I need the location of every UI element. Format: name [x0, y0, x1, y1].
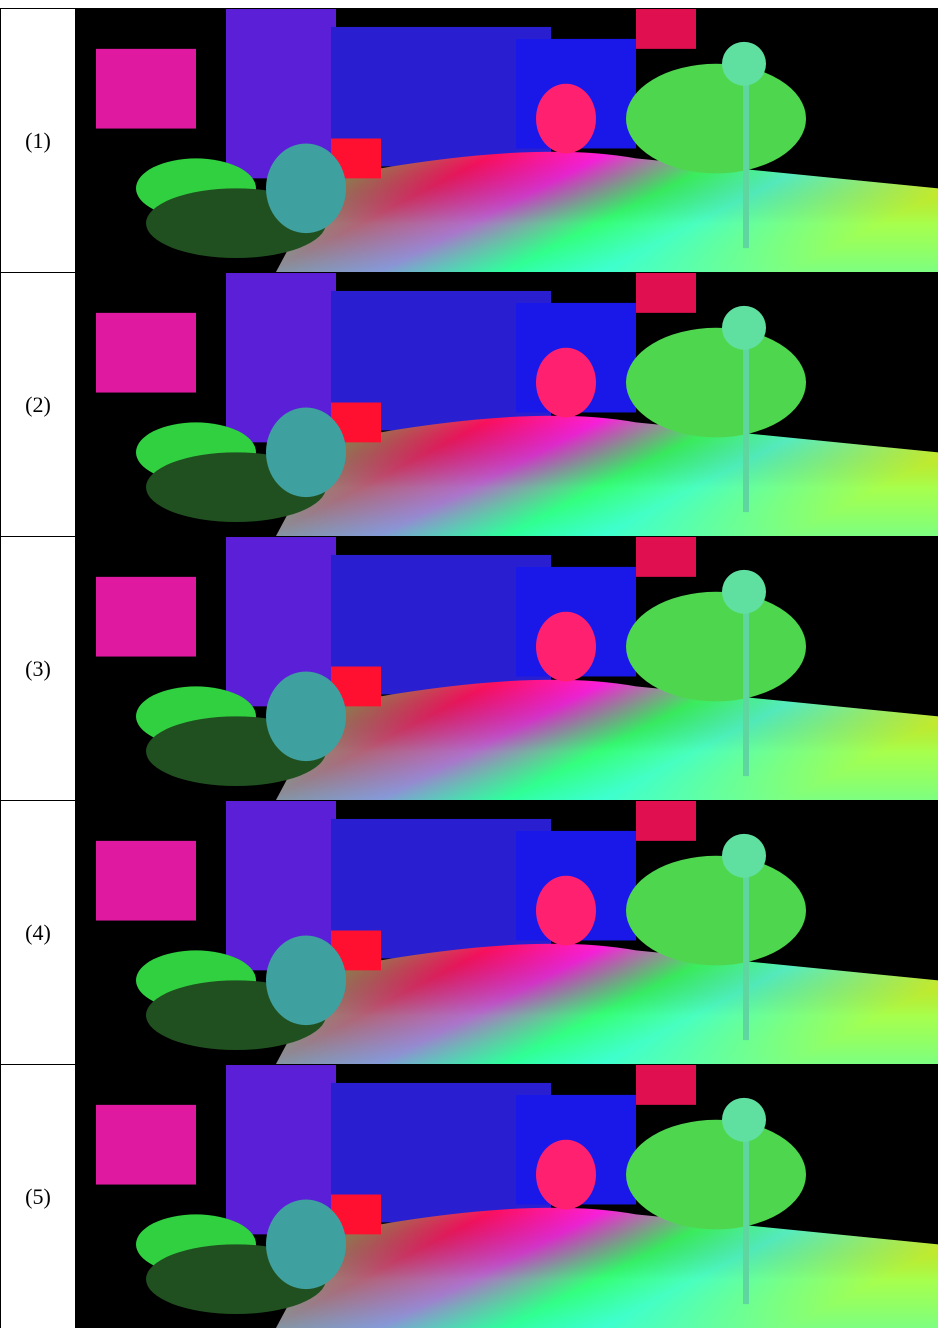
figure-row: (2) [0, 272, 938, 536]
scene [76, 801, 938, 1064]
scene [76, 537, 938, 800]
depth-image [76, 273, 938, 536]
figure-row: (5) [0, 1064, 938, 1328]
row-label: (5) [0, 1065, 76, 1328]
depth-image [76, 801, 938, 1064]
scene [76, 9, 938, 272]
row-label: (2) [0, 273, 76, 536]
row-label: (1) [0, 9, 76, 272]
figure: (1)(2)(3)(4)(5) [0, 0, 938, 1328]
depth-image [76, 537, 938, 800]
row-label: (4) [0, 801, 76, 1064]
figure-row: (1) [0, 8, 938, 272]
depth-image [76, 9, 938, 272]
depth-image [76, 1065, 938, 1328]
row-label: (3) [0, 537, 76, 800]
figure-row: (4) [0, 800, 938, 1064]
figure-row: (3) [0, 536, 938, 800]
scene [76, 1065, 938, 1328]
scene [76, 273, 938, 536]
